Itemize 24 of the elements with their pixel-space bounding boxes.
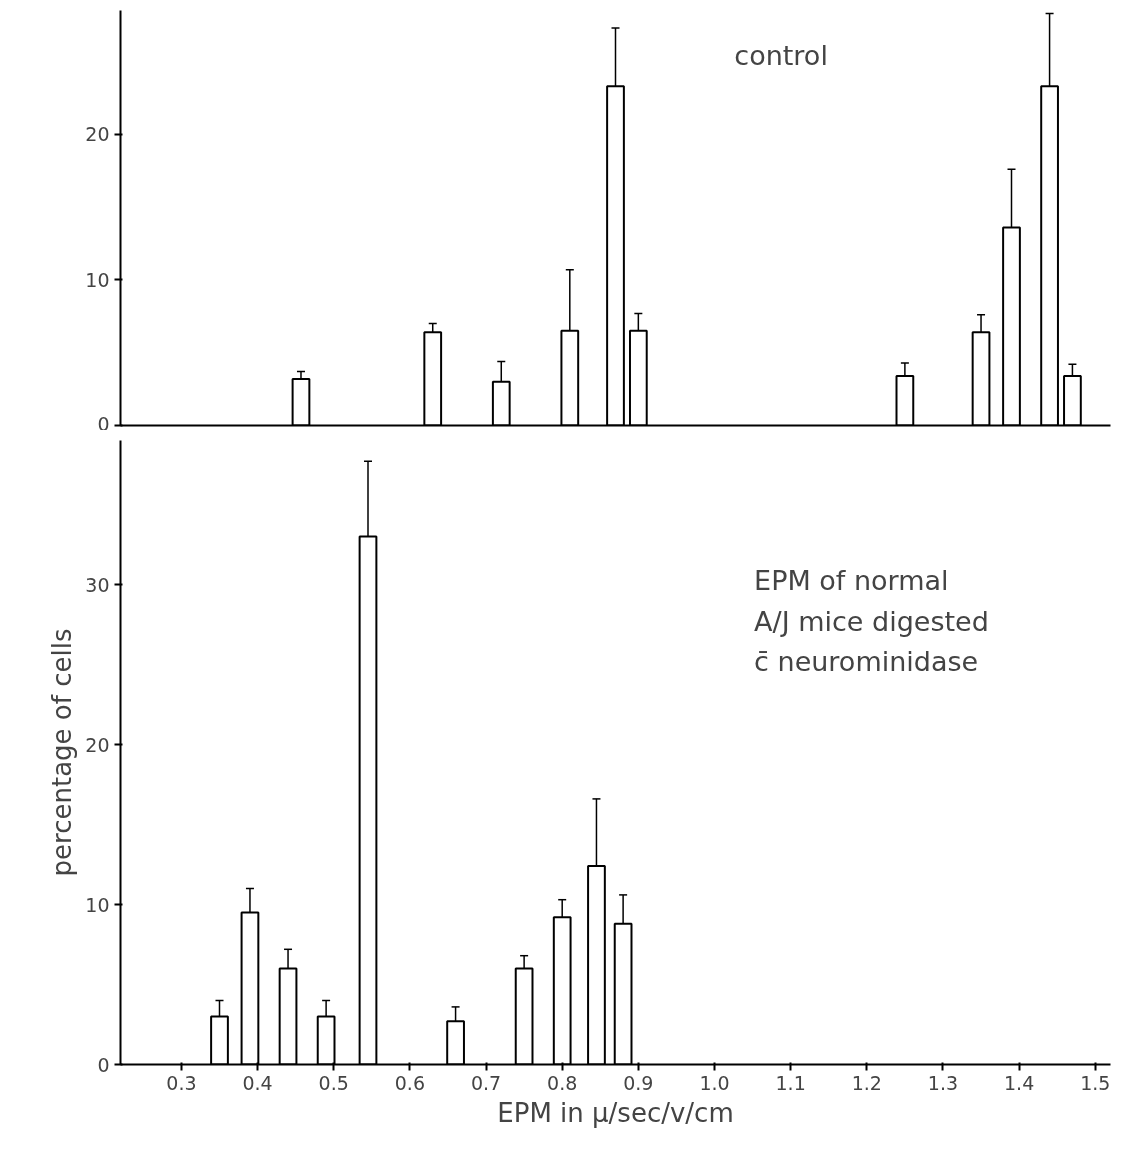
annotation: control: [734, 39, 828, 71]
x-tick-label: 1.4: [1004, 1071, 1035, 1094]
x-tick-label: 1.0: [699, 1071, 730, 1094]
x-tick-label: 0.5: [318, 1071, 349, 1094]
y-tick-label: 20: [85, 123, 110, 146]
x-tick-label: 1.3: [927, 1071, 959, 1094]
y-tick-label: 30: [85, 573, 110, 596]
x-tick-label: 1.1: [775, 1071, 806, 1094]
x-tick-label: 0.9: [623, 1071, 654, 1094]
y-axis-title: percentage of cells: [47, 628, 78, 877]
y-tick-label: 0: [97, 412, 110, 435]
y-tick-label: 10: [85, 268, 110, 291]
x-tick-label: 0.8: [547, 1071, 578, 1094]
x-tick-label: 1.5: [1080, 1071, 1111, 1094]
x-tick-label: 0.7: [470, 1071, 502, 1094]
annotation: EPM of normal A/J mice digested c̄ neurominidase: [754, 565, 989, 677]
y-tick-label: 10: [85, 893, 110, 916]
x-tick-label: 0.3: [166, 1071, 197, 1094]
x-tick-label: 0.4: [242, 1071, 273, 1094]
x-tick-label: 0.6: [394, 1071, 425, 1094]
y-tick-label: 0: [97, 1053, 110, 1076]
y-tick-label: 20: [85, 733, 110, 756]
x-tick-label: 1.2: [851, 1071, 882, 1094]
x-axis-title: EPM in µ/sec/v/cm: [497, 1097, 734, 1128]
